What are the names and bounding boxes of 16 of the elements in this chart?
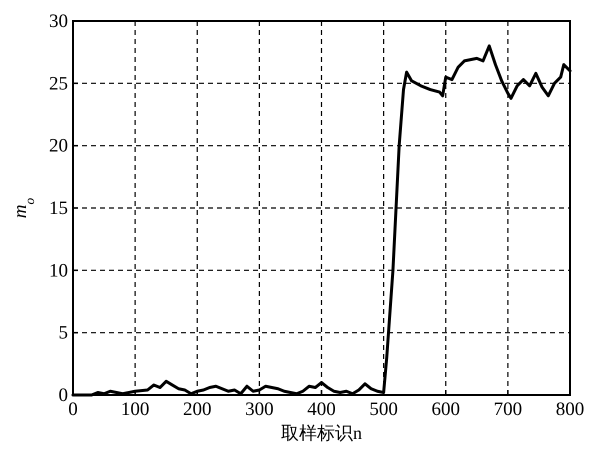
x-tick-label: 400	[307, 399, 336, 420]
y-tick-label: 25	[49, 73, 68, 94]
x-axis-title: 取样标识n	[281, 423, 362, 443]
x-tick-label: 100	[120, 399, 150, 420]
x-tick-label: 600	[432, 399, 460, 420]
y-tick-label: 30	[49, 11, 68, 32]
x-tick-label: 700	[494, 399, 522, 420]
y-tick-label: 0	[58, 385, 68, 406]
x-tick-label: 300	[245, 399, 274, 420]
y-tick-label: 10	[49, 260, 68, 282]
y-tick-label: 15	[49, 198, 68, 219]
x-tick-label: 800	[556, 399, 584, 420]
x-tick-label: 500	[369, 399, 398, 420]
y-tick-label: 20	[49, 136, 68, 157]
y-tick-label: 5	[58, 322, 68, 344]
x-tick-label: 200	[183, 399, 212, 420]
